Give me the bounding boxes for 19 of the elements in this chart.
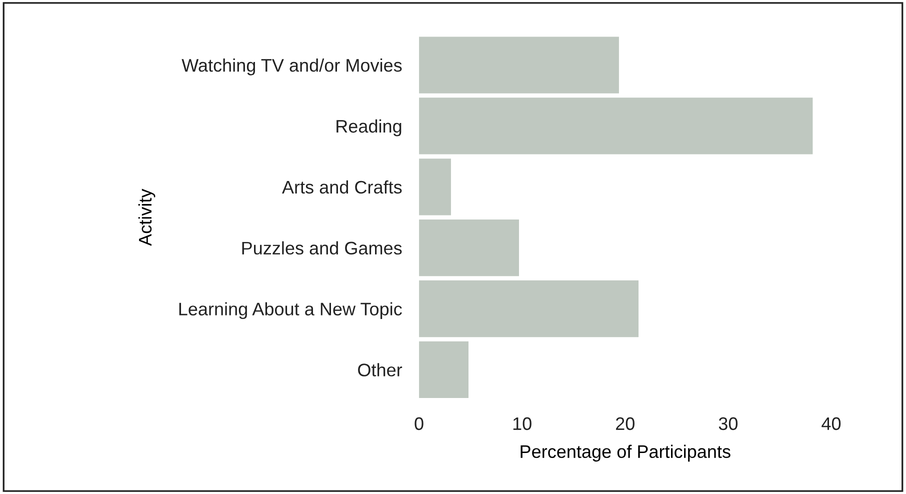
x-tick-label: 0: [414, 417, 424, 430]
y-tick-label: Arts and Crafts: [282, 180, 402, 194]
y-axis-title: Activity: [138, 188, 156, 246]
y-tick-label: Learning About a New Topic: [179, 302, 402, 320]
x-tick-label: 40: [822, 417, 841, 430]
bar: [419, 280, 639, 338]
x-tick-label: 20: [616, 417, 634, 430]
x-tick-label: 30: [718, 417, 738, 430]
bar: [419, 158, 451, 216]
x-tick-label: 10: [513, 417, 532, 430]
y-tick-label: Puzzles and Games: [242, 241, 402, 255]
bar: [419, 219, 519, 276]
bar: [419, 98, 813, 154]
bar: [419, 341, 468, 398]
y-tick-label: Other: [358, 363, 402, 376]
y-tick-label: Watching TV and/or Movies: [182, 58, 402, 76]
bar: [419, 36, 619, 94]
y-tick-label: Reading: [336, 119, 402, 136]
x-axis-title: Percentage of Participants: [520, 444, 730, 462]
